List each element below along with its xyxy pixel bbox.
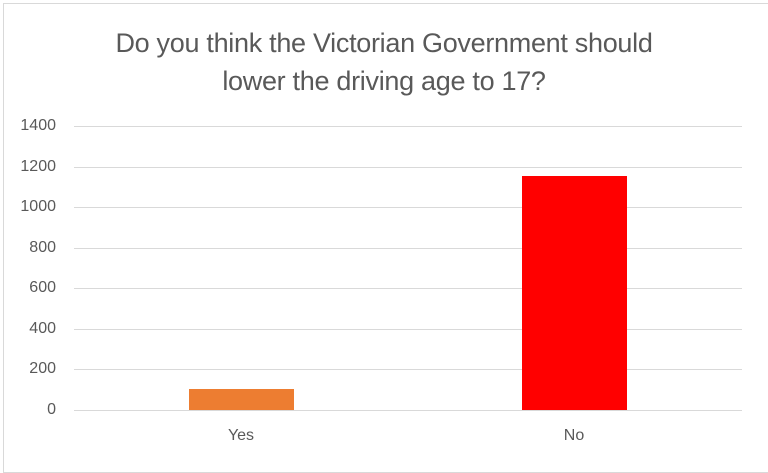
- y-tick-label: 800: [29, 239, 56, 256]
- chart-title: Do you think the Victorian Government sh…: [0, 24, 768, 100]
- gridline: [74, 248, 742, 249]
- bar-no: [521, 175, 627, 410]
- gridline: [74, 126, 742, 127]
- chart-title-line-1: Do you think the Victorian Government sh…: [115, 28, 653, 58]
- gridline: [74, 329, 742, 330]
- y-tick-label: 1200: [20, 158, 56, 175]
- gridline: [74, 167, 742, 168]
- y-tick-label: 200: [29, 360, 56, 377]
- gridline: [74, 288, 742, 289]
- chart-title-line-2: lower the driving age to 17?: [222, 66, 546, 96]
- y-tick-label: 400: [29, 320, 56, 337]
- y-tick-label: 600: [29, 279, 56, 296]
- x-tick-label: Yes: [227, 427, 255, 444]
- gridline: [74, 369, 742, 370]
- y-tick-label: 1400: [20, 117, 56, 134]
- gridline: [74, 410, 742, 411]
- y-tick-label: 0: [47, 401, 56, 418]
- bar-yes: [188, 388, 294, 410]
- gridline: [74, 207, 742, 208]
- x-tick-label: No: [563, 427, 585, 444]
- y-tick-label: 1000: [20, 198, 56, 215]
